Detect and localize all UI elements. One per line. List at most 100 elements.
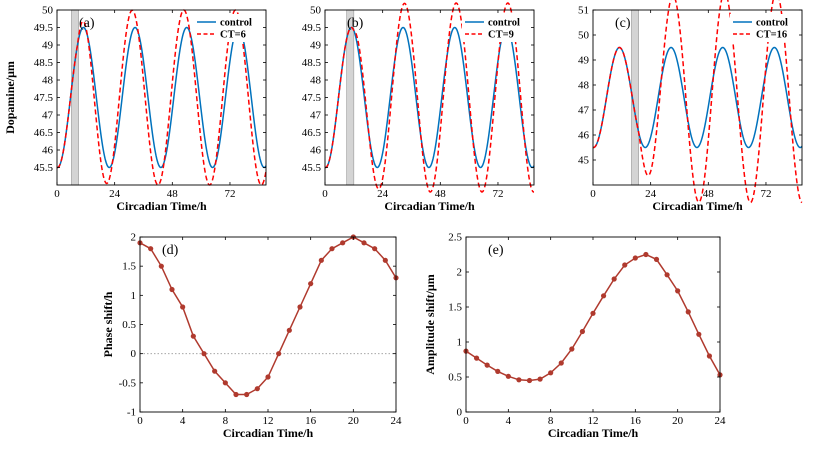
y-tick-label: 47: [42, 110, 54, 122]
data-point: [361, 240, 367, 246]
y-tick-label: 47: [310, 110, 322, 122]
y-tick-label: 0: [131, 348, 137, 360]
data-point: [286, 327, 292, 333]
panel-label: (b): [347, 16, 364, 31]
x-tick-label: 24: [391, 415, 403, 427]
x-tick-label: 48: [703, 188, 715, 200]
y-tick-label: 49: [578, 55, 590, 67]
x-tick-label: 0: [590, 188, 596, 200]
chart-panel-d: 0 4 8 12 16 20 24 -1 -0.5 0 0.5 1 1.5 2 Circadian Time…: [101, 232, 402, 441]
data-point: [158, 263, 164, 269]
y-tick-label: 49: [310, 40, 322, 52]
y-tick-label: 46: [578, 130, 590, 142]
data-point: [276, 351, 282, 357]
data-point: [590, 310, 596, 316]
data-point: [201, 351, 207, 357]
data-point: [180, 304, 186, 310]
data-point: [484, 362, 490, 368]
x-tick-label: 72: [224, 188, 235, 200]
chart-panel-b: 0 24 48 72 45.5 46 46.5 47 47.5 48 48.5 49 49.5 50 Cir…: [302, 2, 535, 213]
series-line-ct-6: [56, 9, 267, 186]
chart-panel-e: 0 4 8 12 16 20 24 0 0.5 1 1.5 2 2.5 Circadian Time/h A…: [423, 232, 726, 441]
data-point: [537, 376, 543, 382]
chart-panel-a: 0 24 48 72 45.5 46 46.5 47 47.5 48 48.5 49 49.5 50 Cir…: [3, 5, 267, 213]
data-point: [685, 309, 691, 315]
series-line-control: [592, 46, 803, 149]
x-tick-label: 20: [672, 415, 684, 427]
chart-panel-c: 0 24 48 72 45 46 47 48 49 50 51 Circadian Time/h (c)…: [578, 0, 803, 213]
series-line-control: [56, 26, 267, 169]
y-tick-label: 50: [310, 5, 322, 17]
y-axis-label: Dopamine/μm: [3, 61, 17, 134]
x-tick-label: 16: [305, 415, 317, 427]
x-tick-label: 0: [137, 415, 143, 427]
y-tick-label: 45: [578, 155, 590, 167]
axes-frame: [139, 236, 397, 413]
series-line-control: [324, 26, 535, 169]
x-axis-label: Circadian Time/h: [652, 199, 743, 213]
y-tick-label: 48.5: [302, 57, 322, 69]
series-line: [465, 253, 721, 382]
data-point: [212, 368, 218, 374]
x-tick-label: 72: [492, 188, 503, 200]
y-axis-label: Amplitude shift/μm: [423, 274, 437, 374]
x-axis-label: Circadian Time/h: [116, 199, 207, 213]
y-tick-label: 46.5: [302, 127, 322, 139]
x-tick-label: 24: [645, 188, 657, 200]
x-tick-label: 72: [760, 188, 771, 200]
data-point: [675, 288, 681, 294]
x-axis-label: Circadian Time/h: [223, 426, 314, 440]
y-tick-label: 1: [131, 290, 137, 302]
axes-frame: [465, 236, 721, 413]
y-tick-label: 47.5: [34, 92, 54, 104]
data-point: [622, 262, 628, 268]
panel-label: (c): [615, 16, 631, 31]
panel-label: (d): [162, 243, 179, 258]
data-point: [526, 377, 533, 384]
x-tick-label: 0: [54, 188, 60, 200]
data-point: [297, 304, 303, 310]
y-tick-label: 1: [457, 337, 463, 349]
x-tick-label: 4: [180, 415, 186, 427]
x-tick-label: 48: [167, 188, 179, 200]
y-tick-label: 1.5: [448, 302, 462, 314]
data-point: [611, 276, 617, 282]
y-tick-label: 45.5: [302, 162, 322, 174]
y-tick-label: 46: [42, 145, 54, 157]
x-tick-label: 16: [630, 415, 642, 427]
data-point: [340, 240, 346, 246]
y-tick-label: 0.5: [122, 319, 136, 331]
y-tick-label: 49.5: [302, 22, 322, 34]
data-point: [265, 374, 271, 380]
legend-label-perturbed: CT=9: [488, 30, 514, 41]
data-point: [664, 272, 670, 278]
data-point: [254, 386, 260, 392]
y-tick-label: 48: [578, 80, 590, 92]
data-point: [222, 380, 228, 386]
legend-label-control: control: [220, 18, 252, 29]
axes-frame: [592, 9, 803, 186]
data-point: [653, 256, 660, 262]
data-point: [495, 368, 501, 374]
legend-box: [462, 14, 530, 42]
x-tick-label: 48: [435, 188, 447, 200]
y-tick-label: 50: [42, 5, 54, 17]
panel-label: (e): [488, 243, 504, 258]
y-tick-label: 45.5: [34, 162, 54, 174]
y-tick-label: 49.5: [34, 22, 54, 34]
series-line: [139, 236, 397, 396]
legend-box: [194, 14, 262, 42]
y-tick-label: 0: [457, 407, 463, 419]
data-point: [372, 246, 378, 252]
x-tick-label: 24: [109, 188, 121, 200]
x-tick-label: 24: [715, 415, 727, 427]
data-point: [696, 331, 702, 337]
y-axis-label: Phase shift/h: [101, 291, 115, 357]
data-point: [382, 257, 388, 263]
legend-label-control: control: [756, 18, 788, 29]
y-tick-label: 48: [310, 75, 322, 87]
legend-label-perturbed: CT=16: [756, 30, 787, 41]
